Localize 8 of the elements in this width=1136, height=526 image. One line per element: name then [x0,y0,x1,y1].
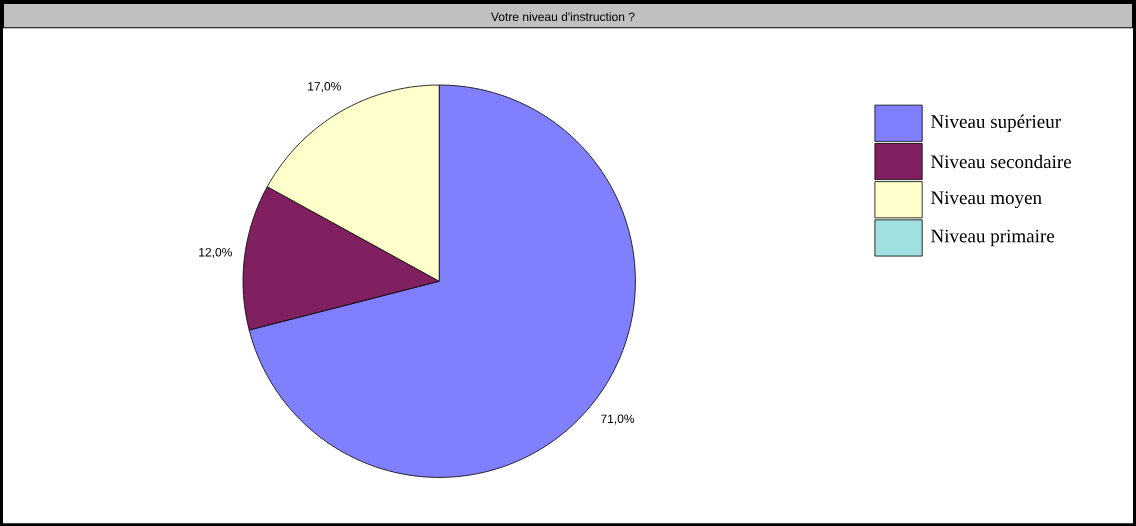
data-label: 17,0% [308,81,341,92]
legend-label: Niveau secondaire [931,154,1071,169]
legend-label: Niveau supérieur [931,114,1061,132]
legend-label: Niveau primaire [931,229,1055,247]
legend-label: Niveau moyen [931,191,1042,208]
data-label: 71,0% [601,414,635,425]
chart-title: Votre niveau d'instruction ? [490,12,635,21]
data-label: 12,0% [199,247,232,258]
